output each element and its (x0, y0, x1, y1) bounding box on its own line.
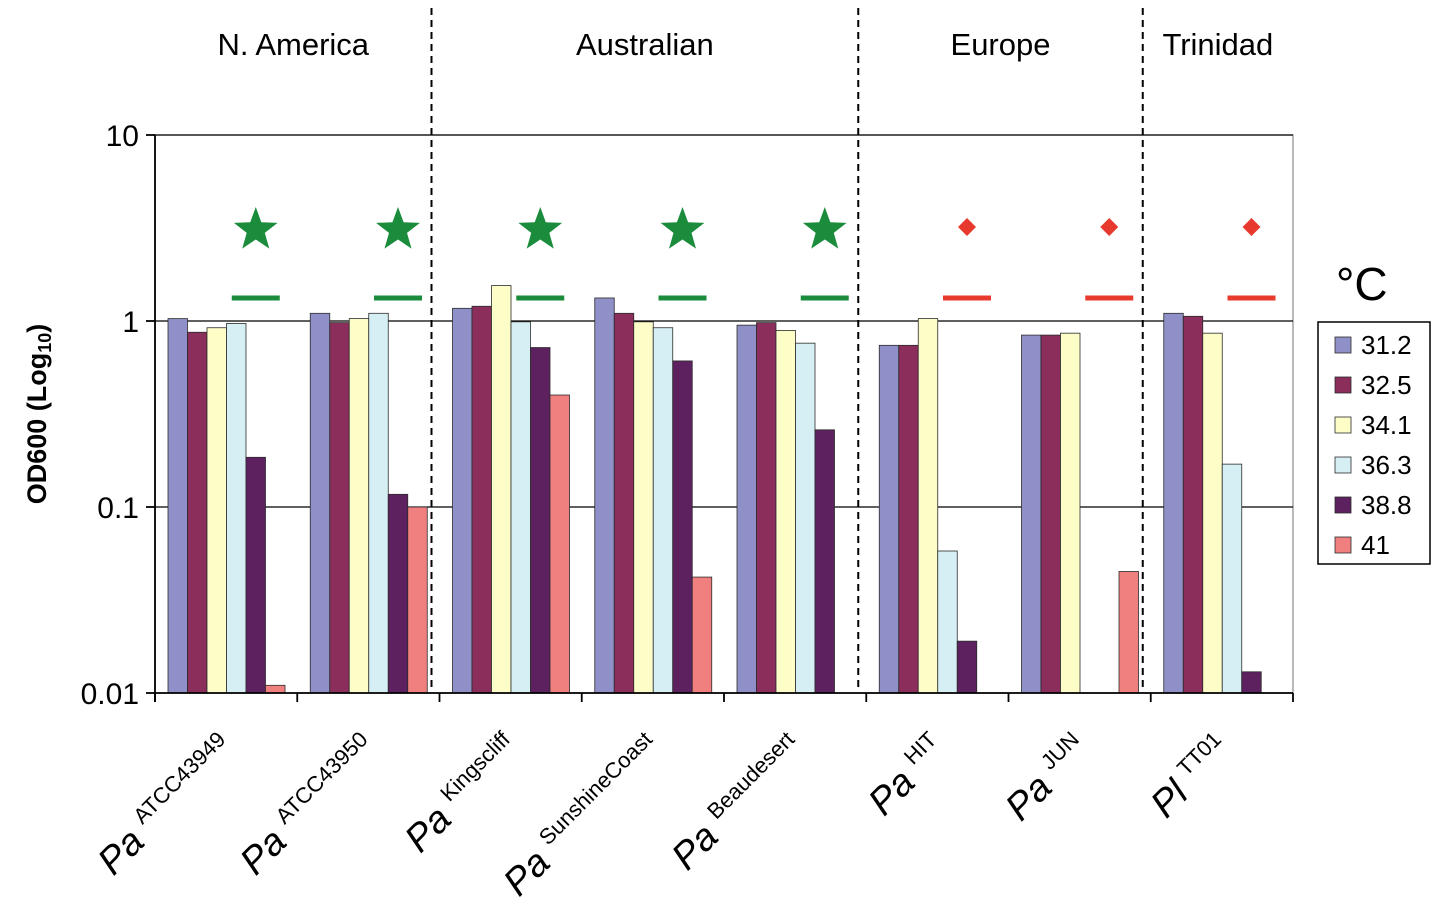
x-tick-label: Pa ATCC43950 (230, 727, 387, 884)
bar-32.5-7 (1040, 334, 1061, 694)
bar-31.2-6 (878, 344, 900, 694)
y-tick-label: 10 (106, 120, 139, 153)
x-tick-label: Pa SunshineCoast (494, 727, 672, 905)
x-tick-label: Pa HIT (859, 727, 956, 824)
x-label-text: Pa JUN (996, 727, 1098, 829)
bar-41-7 (1118, 571, 1139, 694)
bar-38.8-4 (672, 360, 693, 694)
star-marker (233, 207, 278, 249)
bar-41-1 (265, 684, 286, 694)
bar-36.3-5 (795, 342, 816, 694)
strain-label: Beaudesert (702, 727, 799, 824)
bar-31.2-4 (594, 297, 615, 694)
diamond-marker (1242, 218, 1261, 236)
y-axis-label-subscript: 10 (35, 333, 55, 353)
x-tick-label: Pa Beaudesert (662, 727, 814, 879)
x-label-text: Pa Beaudesert (662, 727, 814, 879)
region-label: N. America (217, 27, 369, 62)
bar-34.1-5 (775, 330, 796, 694)
bar-32.5-8 (1182, 315, 1204, 694)
bar-36.3-8 (1221, 463, 1243, 694)
region-label: Australian (576, 27, 714, 62)
y-axis-label: OD600 (Log10) (22, 324, 55, 505)
region-label: Trinidad (1162, 27, 1273, 62)
legend-swatch (1334, 456, 1352, 474)
legend-label: 31.2 (1361, 330, 1412, 360)
x-label-text: Pl TT01 (1141, 727, 1241, 827)
bar-34.1-4 (633, 321, 654, 694)
x-label-text: Pa ATCC43950 (230, 727, 387, 884)
bar-31.2-8 (1163, 312, 1184, 694)
legend-swatch (1334, 416, 1352, 434)
strain-label: ATCC43949 (128, 727, 230, 829)
strain-label: ATCC43950 (270, 727, 372, 829)
x-label-text: Pa SunshineCoast (494, 727, 672, 905)
bar-38.8-1 (245, 456, 266, 694)
legend-label: 36.3 (1361, 450, 1412, 480)
bar-36.3-6 (937, 550, 958, 694)
y-tick-label: 0.1 (97, 492, 139, 525)
y-tick-label: 1 (122, 306, 139, 339)
x-tick-label: Pa ATCC43949 (88, 727, 245, 884)
star-marker (376, 207, 420, 249)
legend-title: °C (1336, 258, 1388, 310)
bar-31.2-2 (309, 312, 331, 694)
bar-38.8-5 (814, 429, 835, 694)
bar-32.5-3 (471, 305, 492, 694)
region-label: Europe (951, 27, 1051, 62)
bar-38.8-8 (1241, 671, 1262, 694)
legend-box (1317, 321, 1431, 565)
y-axis-label-main: OD600 (Log (22, 353, 52, 505)
bar-32.5-6 (898, 344, 919, 694)
bar-36.3-3 (510, 321, 531, 694)
x-tick-label: Pa Kingscliff (395, 726, 530, 861)
strain-label: SunshineCoast (534, 727, 657, 850)
bar-31.2-1 (167, 318, 188, 694)
bar-41-2 (407, 506, 428, 694)
bar-38.8-2 (387, 493, 409, 694)
bar-31.2-7 (1021, 334, 1042, 694)
star-marker (518, 207, 563, 249)
bar-32.5-2 (329, 322, 350, 694)
bar-36.3-4 (652, 327, 674, 694)
bar-36.3-1 (226, 323, 247, 694)
bar-32.5-5 (756, 322, 777, 694)
legend-label: 34.1 (1361, 410, 1412, 440)
bar-34.1-1 (206, 327, 227, 694)
x-label-text: Pa HIT (859, 727, 956, 824)
legend-label: 32.5 (1361, 370, 1412, 400)
bar-41-3 (549, 394, 570, 694)
y-tick-label: 0.01 (81, 678, 139, 711)
legend-label: 38.8 (1361, 490, 1412, 520)
diamond-marker (958, 218, 976, 236)
legend-swatch (1334, 496, 1352, 514)
diamond-marker (1100, 218, 1119, 236)
bar-34.1-6 (917, 318, 939, 694)
x-tick-label: Pl TT01 (1141, 727, 1241, 827)
bar-41-4 (691, 576, 713, 694)
star-marker (660, 207, 705, 249)
y-axis-label-close: ) (22, 324, 52, 333)
legend-label: 41 (1361, 530, 1390, 560)
bar-38.8-6 (956, 640, 978, 694)
bar-34.1-3 (491, 285, 512, 694)
bar-32.5-4 (613, 312, 635, 694)
bar-36.3-2 (368, 312, 389, 694)
bar-34.1-2 (348, 318, 370, 694)
bar-38.8-3 (530, 347, 551, 694)
x-label-text: Pa Kingscliff (395, 726, 530, 861)
x-tick-label: Pa JUN (996, 727, 1098, 829)
bar-34.1-7 (1060, 332, 1081, 694)
bar-31.2-5 (736, 324, 757, 694)
bar-32.5-1 (187, 331, 208, 694)
star-marker (802, 207, 847, 249)
x-label-text: Pa ATCC43949 (88, 727, 245, 884)
strain-label: Kingscliff (435, 726, 515, 806)
bar-34.1-8 (1202, 332, 1223, 694)
bar-31.2-3 (452, 307, 473, 694)
legend-swatch (1334, 536, 1352, 554)
legend-swatch (1334, 376, 1352, 394)
legend-swatch (1334, 336, 1352, 354)
